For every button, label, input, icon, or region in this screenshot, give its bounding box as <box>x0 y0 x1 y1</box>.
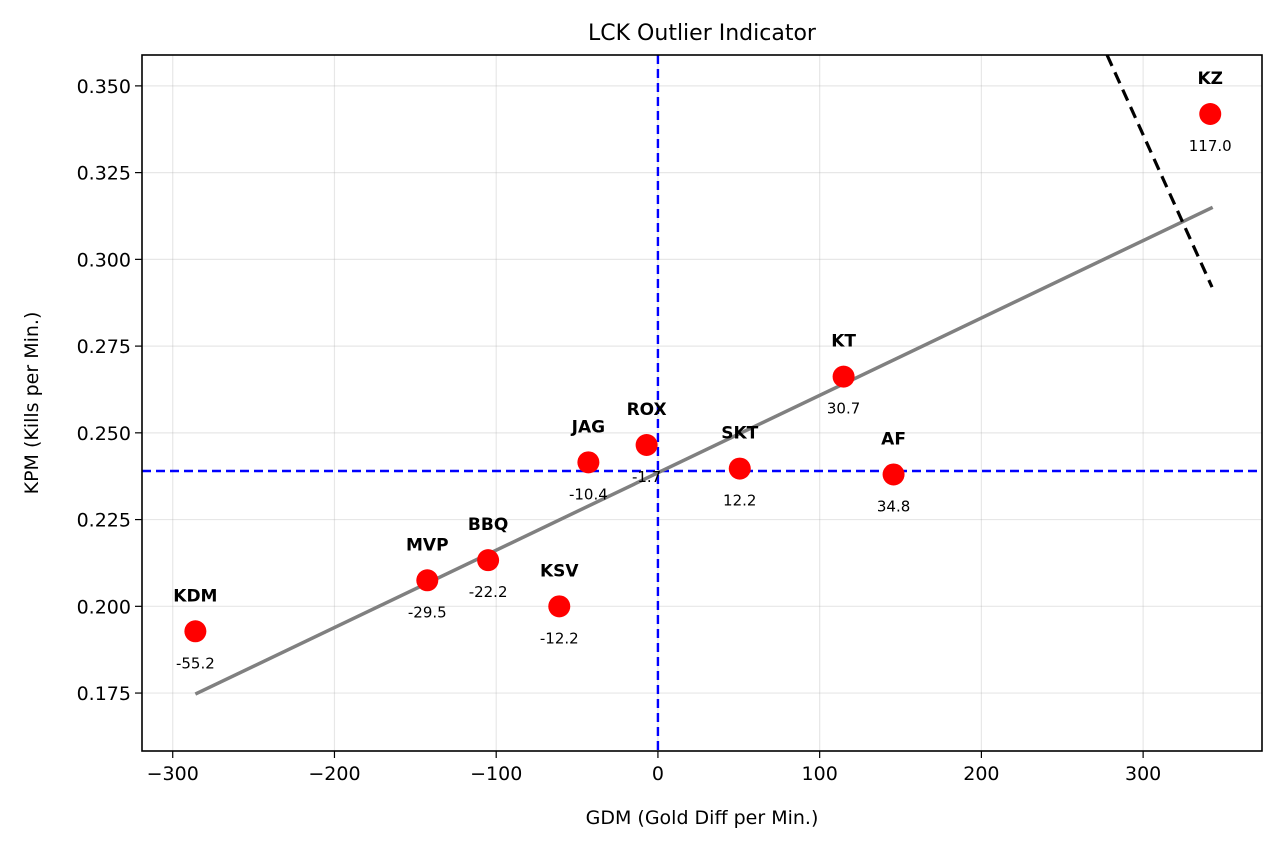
y-tick-label: 0.350 <box>77 76 131 98</box>
data-point-group: BBQ -22.2 <box>468 515 508 601</box>
y-tick-label: 0.200 <box>77 596 131 618</box>
data-point-group: SKT 12.2 <box>721 424 758 510</box>
data-point-group: KDM -55.2 <box>173 586 217 672</box>
data-point <box>882 463 905 486</box>
data-point-group: KSV -12.2 <box>540 561 580 647</box>
y-tick-label: 0.300 <box>77 249 131 271</box>
data-point <box>635 433 658 456</box>
data-point <box>548 595 571 618</box>
value-label: -10.4 <box>569 485 608 503</box>
value-label: -29.5 <box>408 603 447 621</box>
x-tick-label: 100 <box>802 763 838 785</box>
data-points: KDM -55.2 MVP -29.5 BBQ -22.2 KSV -12.2 JAG -10.4… <box>173 69 1231 672</box>
x-tick-label: 200 <box>963 763 999 785</box>
y-axis-label: KPM (Kills per Min.) <box>21 312 43 495</box>
chart-title: LCK Outlier Indicator <box>588 21 817 46</box>
x-tick-label: −300 <box>147 763 199 785</box>
data-point-group: MVP -29.5 <box>406 535 449 621</box>
team-label: KT <box>831 332 856 352</box>
value-label: 34.8 <box>877 497 910 515</box>
value-label: -12.2 <box>540 629 579 647</box>
grid <box>142 55 1262 751</box>
team-label: BBQ <box>468 515 508 535</box>
y-tick-label: 0.275 <box>77 336 131 358</box>
reference-lines <box>142 54 1262 751</box>
data-point-group: AF 34.8 <box>877 429 910 515</box>
value-label: 30.7 <box>827 400 860 418</box>
team-label: AF <box>881 429 906 449</box>
team-label: SKT <box>721 424 758 444</box>
data-point-group: KZ 117.0 <box>1189 69 1232 155</box>
value-label: -1.7 <box>632 468 661 486</box>
plot-frame <box>141 54 1263 752</box>
team-label: ROX <box>627 400 667 420</box>
data-point-group: KT 30.7 <box>827 332 860 418</box>
y-tick-label: 0.250 <box>77 423 131 445</box>
y-tick-label: 0.225 <box>77 510 131 532</box>
outlier-boundary-line <box>1105 54 1214 288</box>
data-point <box>184 620 207 643</box>
axis-ticks: −300 −200 −100 0 100 200 300 0.175 0.200 0.225 0.2… <box>77 76 1162 785</box>
team-label: MVP <box>406 535 449 555</box>
value-label: -55.2 <box>176 654 215 672</box>
data-point <box>477 549 500 572</box>
x-tick-label: 300 <box>1125 763 1161 785</box>
x-tick-label: −100 <box>470 763 522 785</box>
data-point <box>832 365 855 388</box>
x-tick-label: 0 <box>652 763 664 785</box>
data-point <box>728 457 751 480</box>
y-tick-label: 0.175 <box>77 683 131 705</box>
data-point <box>1199 102 1222 125</box>
team-label: KSV <box>540 561 579 581</box>
data-point-group: JAG -10.4 <box>569 417 608 503</box>
data-point <box>416 569 439 592</box>
team-label: KZ <box>1197 69 1223 89</box>
value-label: 12.2 <box>723 492 756 510</box>
regression-line <box>194 205 1214 696</box>
x-axis-label: GDM (Gold Diff per Min.) <box>586 807 819 829</box>
data-point-group: ROX -1.7 <box>627 400 667 486</box>
team-label: KDM <box>173 586 217 606</box>
data-point <box>577 451 600 474</box>
value-label: -22.2 <box>469 583 508 601</box>
x-tick-label: −200 <box>308 763 360 785</box>
team-label: JAG <box>571 417 605 437</box>
y-tick-label: 0.325 <box>77 163 131 185</box>
value-label: 117.0 <box>1189 137 1232 155</box>
